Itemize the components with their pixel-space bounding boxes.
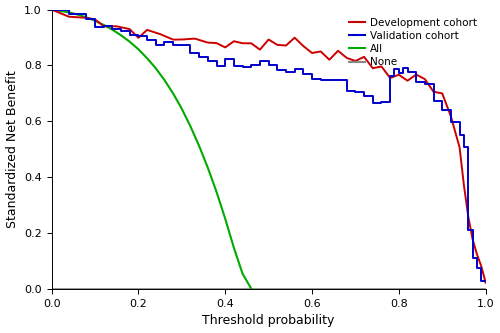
Legend: Development cohort, Validation cohort, All, None: Development cohort, Validation cohort, A… xyxy=(346,15,480,70)
X-axis label: Threshold probability: Threshold probability xyxy=(202,314,335,327)
Y-axis label: Standardized Net Benefit: Standardized Net Benefit xyxy=(6,71,18,228)
